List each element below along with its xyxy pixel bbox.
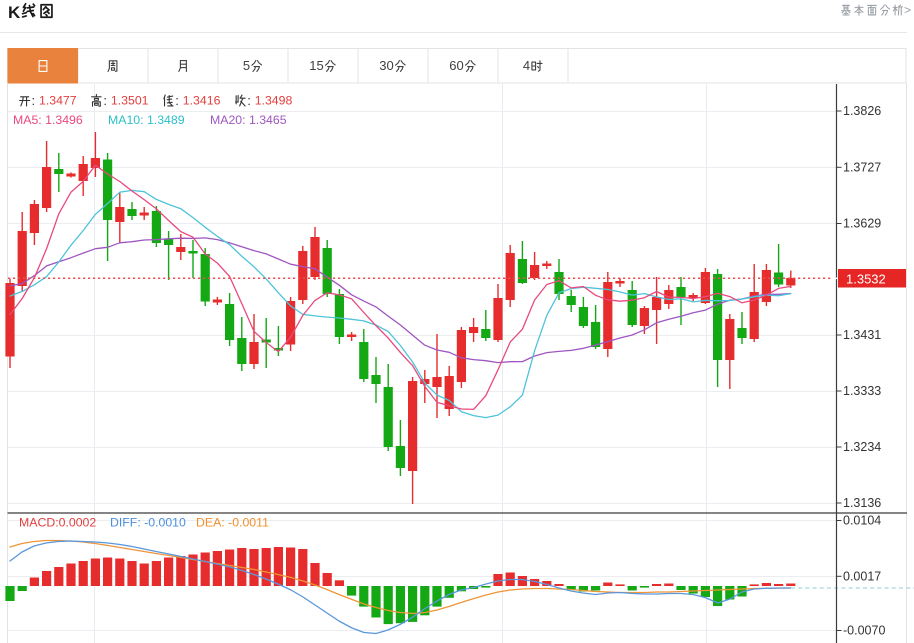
svg-text:MACD:0.0002: MACD:0.0002 [19, 516, 96, 530]
svg-text:1.3136: 1.3136 [843, 496, 881, 510]
svg-text::: : [247, 93, 251, 108]
svg-text:-0.0070: -0.0070 [843, 624, 885, 638]
svg-text:>: > [904, 3, 911, 17]
svg-text:MA10: 1.3489: MA10: 1.3489 [108, 113, 185, 127]
svg-text:15: 15 [309, 58, 323, 73]
svg-text:1.3629: 1.3629 [843, 217, 881, 231]
svg-text:DIFF: -0.0010: DIFF: -0.0010 [110, 516, 186, 530]
svg-text:1.3431: 1.3431 [843, 328, 881, 342]
svg-text:MA5: 1.3496: MA5: 1.3496 [13, 113, 83, 127]
svg-text:0.0104: 0.0104 [843, 514, 881, 528]
svg-text:DEA: -0.0011: DEA: -0.0011 [196, 516, 269, 530]
svg-text::: : [32, 93, 36, 108]
svg-text:1.3416: 1.3416 [183, 94, 221, 108]
svg-text:5: 5 [243, 58, 250, 73]
svg-text:0.0017: 0.0017 [843, 570, 881, 584]
svg-text::: : [175, 93, 179, 108]
svg-text:1.3727: 1.3727 [843, 161, 881, 175]
svg-text::: : [103, 93, 107, 108]
svg-text:MA20: 1.3465: MA20: 1.3465 [210, 113, 287, 127]
svg-text:1.3501: 1.3501 [111, 94, 149, 108]
svg-text:1.3477: 1.3477 [39, 94, 77, 108]
svg-text:1.3532: 1.3532 [846, 271, 886, 286]
svg-text:K: K [8, 3, 21, 22]
svg-text:30: 30 [379, 58, 393, 73]
svg-text:1.3498: 1.3498 [255, 94, 293, 108]
svg-text:1.3234: 1.3234 [843, 440, 881, 454]
svg-text:1.3826: 1.3826 [843, 104, 881, 118]
svg-text:1.3333: 1.3333 [843, 384, 881, 398]
svg-text:4: 4 [523, 58, 530, 73]
svg-text:60: 60 [449, 58, 463, 73]
